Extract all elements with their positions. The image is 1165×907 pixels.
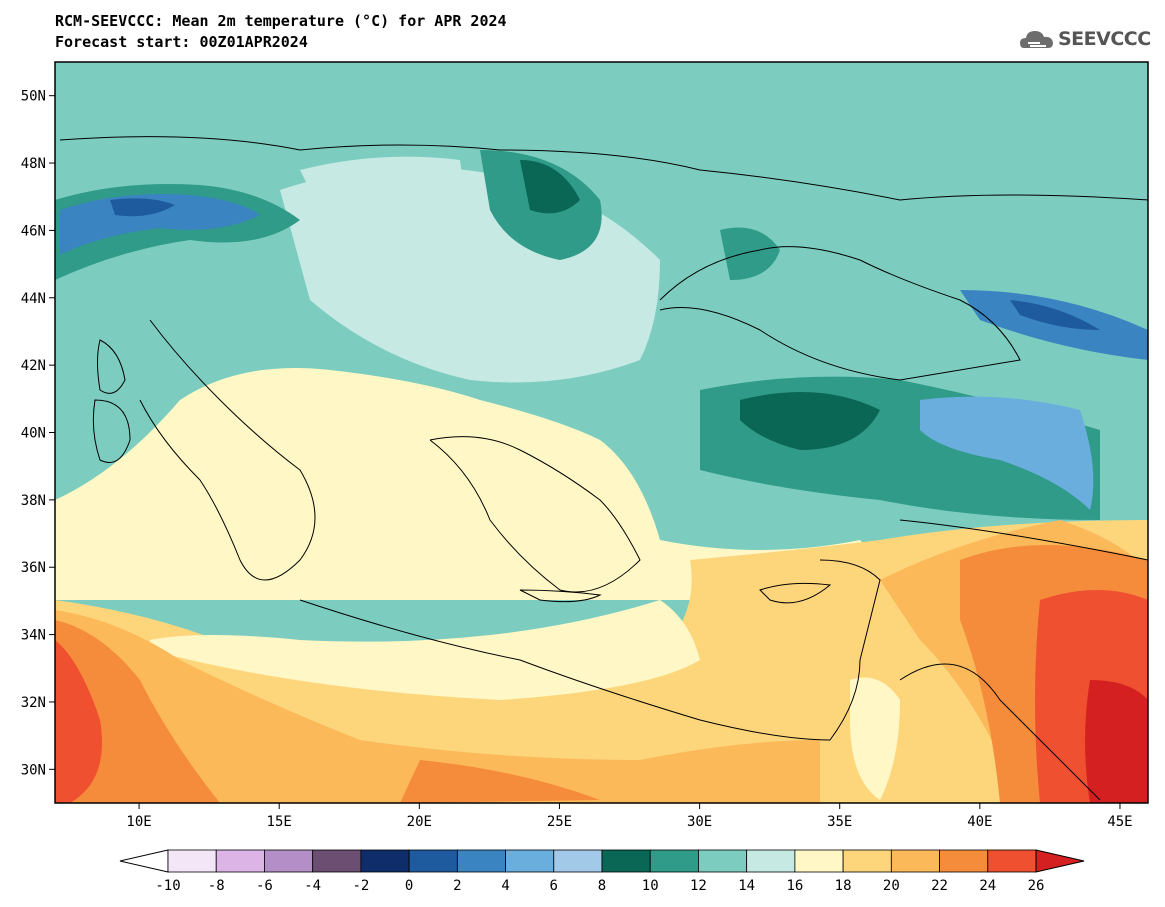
lat-tick-label: 30N [21, 762, 46, 778]
colorbar-label: 2 [453, 878, 461, 894]
colorbar-swatch [794, 849, 844, 873]
colorbar-label: 22 [931, 878, 948, 894]
latitude-axis: 50N 48N 46N 44N 42N 40N 38N 36N 34N 32N 30N [21, 89, 55, 778]
colorbar-label: -4 [304, 878, 321, 894]
colorbar-swatch [456, 849, 506, 873]
lat-tick-label: 42N [21, 358, 46, 374]
colorbar: -10 -8 -6 -4 -2 0 2 4 6 8 10 12 14 16 18 20 22 24 26 [119, 849, 1085, 894]
colorbar-swatch [553, 849, 603, 873]
lat-tick-label: 34N [21, 628, 46, 644]
colorbar-label: 6 [550, 878, 558, 894]
colorbar-label: 10 [642, 878, 659, 894]
lon-tick-label: 45E [1107, 814, 1132, 830]
colorbar-label: 16 [786, 878, 803, 894]
colorbar-label: 20 [883, 878, 900, 894]
colorbar-label: 18 [835, 878, 852, 894]
colorbar-label: 26 [1028, 878, 1045, 894]
lat-tick-label: 50N [21, 89, 46, 105]
map-title: RCM-SEEVCCC: Mean 2m temperature (°C) fo… [55, 12, 507, 30]
colorbar-swatch [939, 849, 989, 873]
lon-tick-label: 35E [827, 814, 852, 830]
lat-tick-label: 46N [21, 223, 46, 239]
lon-tick-label: 20E [407, 814, 432, 830]
colorbar-label: 12 [690, 878, 707, 894]
lat-tick-label: 36N [21, 560, 46, 576]
colorbar-swatch [215, 849, 265, 873]
colorbar-swatch [312, 849, 362, 873]
colorbar-swatch [746, 849, 796, 873]
lat-tick-label: 32N [21, 695, 46, 711]
colorbar-label: 0 [405, 878, 413, 894]
colorbar-swatch [890, 849, 940, 873]
lat-tick-label: 40N [21, 426, 46, 442]
lon-tick-label: 40E [967, 814, 992, 830]
colorbar-label: -10 [155, 878, 180, 894]
colorbar-swatch [649, 849, 699, 873]
colorbar-label: -2 [352, 878, 369, 894]
colorbar-swatch [505, 849, 555, 873]
colorbar-swatch [601, 849, 651, 873]
temperature-field [55, 62, 1148, 803]
lon-tick-label: 10E [126, 814, 151, 830]
lon-tick-label: 30E [687, 814, 712, 830]
colorbar-label: -8 [208, 878, 225, 894]
colorbar-swatch [360, 849, 410, 873]
colorbar-swatch [987, 849, 1037, 873]
lat-tick-label: 48N [21, 156, 46, 172]
colorbar-label: 14 [738, 878, 755, 894]
colorbar-label: 24 [979, 878, 996, 894]
coastlines [59, 136, 1149, 801]
colorbar-swatch [698, 849, 748, 873]
forecast-start-label: Forecast start: 00Z01APR2024 [55, 33, 308, 51]
cloud-icon [1020, 31, 1053, 48]
colorbar-swatch [264, 849, 314, 873]
colorbar-swatch [408, 849, 458, 873]
lat-tick-label: 38N [21, 493, 46, 509]
field-mediterranean [55, 368, 874, 600]
colorbar-over-arrow [1035, 849, 1085, 873]
colorbar-swatch [842, 849, 892, 873]
field-alps [60, 194, 260, 255]
lon-tick-label: 15E [267, 814, 292, 830]
colorbar-label: 8 [598, 878, 606, 894]
colorbar-label: 4 [501, 878, 509, 894]
lat-tick-label: 44N [21, 291, 46, 307]
colorbar-swatch [167, 849, 217, 873]
colorbar-label: -6 [256, 878, 273, 894]
lon-tick-label: 25E [547, 814, 572, 830]
seevccc-logo: SEEVCCC [1058, 28, 1151, 50]
field-armenian-highland [920, 396, 1094, 510]
colorbar-under-arrow [119, 849, 169, 873]
longitude-axis: 10E 15E 20E 25E 30E 35E 40E 45E [126, 803, 1133, 830]
